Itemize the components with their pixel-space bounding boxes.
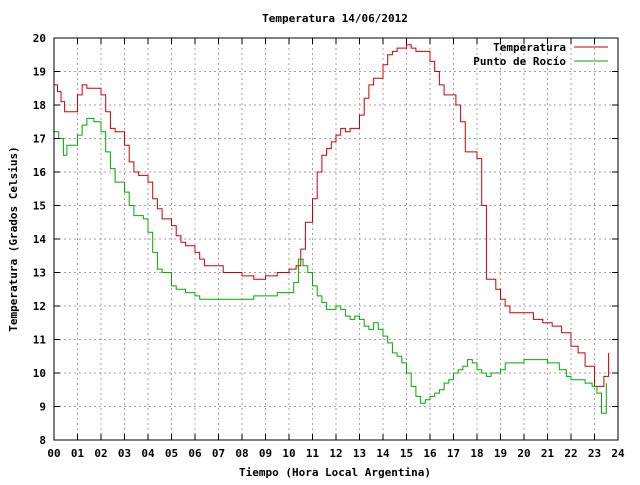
y-tick-label: 20: [33, 32, 46, 45]
x-tick-label: 03: [118, 447, 131, 460]
legend-label: Temperatura: [493, 41, 566, 54]
legend-label: Punto de Rocío: [473, 55, 566, 68]
x-tick-label: 12: [329, 447, 342, 460]
x-axis-label: Tiempo (Hora Local Argentina): [239, 466, 431, 479]
y-tick-label: 18: [33, 99, 46, 112]
y-tick-label: 12: [33, 300, 46, 313]
y-tick-label: 11: [33, 334, 47, 347]
series-line-1: [54, 117, 607, 414]
y-tick-label: 14: [33, 233, 47, 246]
x-tick-label: 01: [71, 447, 85, 460]
series-line-0: [54, 44, 610, 387]
x-tick-label: 15: [400, 447, 413, 460]
y-tick-label: 9: [39, 401, 46, 414]
y-tick-label: 19: [33, 66, 46, 79]
series-layer: [54, 44, 610, 414]
y-tick-label: 8: [39, 434, 46, 447]
x-tick-label: 10: [282, 447, 295, 460]
x-tick-label: 13: [353, 447, 366, 460]
x-tick-label: 20: [517, 447, 530, 460]
x-tick-label: 06: [188, 447, 202, 460]
grid: [54, 38, 618, 440]
y-tick-label: 13: [33, 267, 46, 280]
x-tick-label: 23: [588, 447, 601, 460]
x-tick-label: 16: [423, 447, 437, 460]
x-tick-label: 09: [259, 447, 272, 460]
x-tick-label: 21: [541, 447, 555, 460]
x-tick-label: 08: [235, 447, 248, 460]
x-tick-label: 11: [306, 447, 320, 460]
x-tick-label: 04: [141, 447, 155, 460]
x-tick-label: 00: [47, 447, 60, 460]
x-tick-label: 24: [611, 447, 625, 460]
x-tick-label: 02: [94, 447, 107, 460]
x-tick-label: 18: [470, 447, 483, 460]
x-tick-label: 05: [165, 447, 178, 460]
y-tick-label: 16: [33, 166, 47, 179]
x-tick-label: 14: [376, 447, 390, 460]
y-axis-label: Temperatura (Grados Celsius): [7, 146, 20, 331]
x-tick-label: 22: [564, 447, 577, 460]
chart-title: Temperatura 14/06/2012: [262, 12, 408, 25]
y-tick-label: 15: [33, 200, 46, 213]
y-tick-label: 17: [33, 133, 46, 146]
x-tick-label: 19: [494, 447, 507, 460]
x-tick-label: 07: [212, 447, 225, 460]
y-tick-label: 10: [33, 367, 46, 380]
x-tick-label: 17: [447, 447, 460, 460]
tick-layer: 00 01 02 03 04 05 06 07 08 09 10 11 12 13 14 15 16 17 18 19…: [33, 32, 625, 460]
